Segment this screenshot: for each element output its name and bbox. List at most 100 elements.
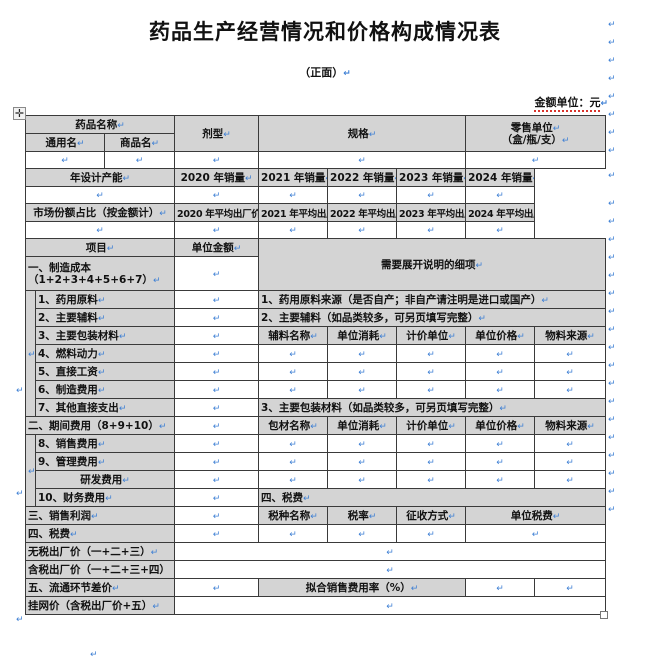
cell-listing-price-label: 挂网价（含税出厂价+五）↵ (24, 596, 176, 615)
input-dosage-form[interactable]: ↵ (174, 151, 260, 169)
input-pkg-consumption-3[interactable]: ↵ (327, 470, 398, 489)
input-pkg-pricing-unit-1[interactable]: ↵ (396, 434, 467, 453)
input-exc-name-2[interactable]: ↵ (258, 362, 329, 381)
input-exc-name-3[interactable]: ↵ (258, 380, 329, 399)
cell-pkg-col-pricing-unit: 计价单位↵ (396, 416, 467, 435)
cell-ex-factory-no-tax-label: 无税出厂价（一+二+三）↵ (24, 542, 176, 561)
cell-sales-profit-label: 三、销售利润↵ (24, 506, 176, 525)
table-row-fuel-power: 4、燃料动力↵ ↵ ↵ ↵ ↵ ↵ ↵ (26, 344, 607, 363)
input-exc-pricing-unit-2[interactable]: ↵ (396, 362, 467, 381)
input-exc-consumption-3[interactable]: ↵ (327, 380, 398, 399)
input-fuel-power[interactable]: ↵ (174, 344, 260, 363)
input-exc-unit-price-1[interactable]: ↵ (465, 344, 536, 363)
input-tax-unit-amount[interactable]: ↵ (465, 524, 607, 543)
input-ex-factory-no-tax[interactable]: ↵ (174, 542, 607, 561)
input-market-share[interactable]: ↵ (24, 221, 176, 239)
input-raw-material[interactable]: ↵ (174, 290, 260, 309)
input-period-expense[interactable]: ↵ (174, 416, 260, 435)
input-pkg-consumption-2[interactable]: ↵ (327, 452, 398, 471)
input-tax-name[interactable]: ↵ (258, 524, 329, 543)
input-exprice-2023[interactable]: ↵ (396, 221, 467, 239)
table-move-handle[interactable]: ✛ (13, 107, 26, 120)
input-direct-wages[interactable]: ↵ (174, 362, 260, 381)
input-pkg-unit-price-1[interactable]: ↵ (465, 434, 536, 453)
input-exc-unit-price-2[interactable]: ↵ (465, 362, 536, 381)
table-row-other-direct-expense: 7、其他直接支出↵ ↵ 3、主要包装材料（如品类较多，可另页填写完整）↵ (26, 398, 607, 417)
table-row-rd-expense: 研发费用↵ ↵ ↵ ↵ ↵ ↵ ↵ (26, 470, 607, 489)
input-pkg-source-1[interactable]: ↵ (534, 434, 607, 453)
cell-tax-fee-label: 四、税费↵ (24, 524, 176, 543)
input-sales-2024[interactable]: ↵ (465, 186, 536, 204)
input-packaging-material[interactable]: ↵ (174, 326, 260, 345)
table-row-sales-profit: 三、销售利润↵ ↵ 税种名称↵ 税率↵ 征收方式↵ 单位税费↵ (24, 506, 607, 525)
cell-pkg-col-consumption: 单位消耗↵ (327, 416, 398, 435)
input-pkg-source-3[interactable]: ↵ (534, 470, 607, 489)
input-sales-2020[interactable]: ↵ (174, 186, 260, 204)
input-pkg-name-3[interactable]: ↵ (258, 470, 329, 489)
indent-mark-cost: ↵ (16, 386, 24, 396)
input-pkg-name-1[interactable]: ↵ (258, 434, 329, 453)
input-rd-expense[interactable]: ↵ (174, 470, 260, 489)
input-sales-expense[interactable]: ↵ (174, 434, 260, 453)
input-exc-source-3[interactable]: ↵ (534, 380, 607, 399)
cell-item-admin-expense: 9、管理费用↵ (34, 452, 176, 471)
input-excipient[interactable]: ↵ (174, 308, 260, 327)
input-pkg-unit-price-3[interactable]: ↵ (465, 470, 536, 489)
input-sales-2021[interactable]: ↵ (258, 186, 329, 204)
input-exc-source-1[interactable]: ↵ (534, 344, 607, 363)
input-exc-consumption-2[interactable]: ↵ (327, 362, 398, 381)
input-fitted-sales-rate[interactable]: ↵ (465, 578, 536, 597)
table-resize-grip[interactable] (600, 611, 608, 619)
cell-pkg-col-source: 物料来源↵ (534, 416, 607, 435)
input-pkg-consumption-1[interactable]: ↵ (327, 434, 398, 453)
input-manufacturing-cost[interactable]: ↵ (174, 256, 260, 291)
input-annual-capacity[interactable]: ↵ (24, 186, 176, 204)
table-row-raw-material: ↵ 1、药用原料↵ ↵ 1、药用原料来源（是否自产；非自产请注明是进口或国产）↵ (25, 290, 607, 417)
cell-exprice-2020: 2020 年平均出厂价 (174, 203, 260, 222)
cell-period-expense-title: 二、期间费用（8+9+10）↵ (24, 416, 176, 435)
table-row-item-header: 项目↵ 单位金额↵ 需要展开说明的细项↵ (24, 238, 607, 291)
input-circulation-extra[interactable]: ↵ (534, 578, 607, 597)
input-listing-price[interactable]: ↵ (174, 596, 607, 615)
input-circulation-margin[interactable]: ↵ (174, 578, 260, 597)
input-exc-unit-price-3[interactable]: ↵ (465, 380, 536, 399)
table-row-listing-price: 挂网价（含税出厂价+五）↵ ↵ (24, 596, 607, 615)
input-pkg-pricing-unit-3[interactable]: ↵ (396, 470, 467, 489)
input-exc-pricing-unit-3[interactable]: ↵ (396, 380, 467, 399)
table-row-manufacturing-expense: 6、制造费用↵ ↵ ↵ ↵ ↵ ↵ ↵ (26, 380, 607, 399)
page-subtitle: （正面）↵ (299, 66, 351, 79)
cell-generic-name: 通用名↵ (25, 133, 105, 152)
input-exc-pricing-unit-1[interactable]: ↵ (396, 344, 467, 363)
input-specification[interactable]: ↵ (258, 151, 467, 169)
input-exprice-2021[interactable]: ↵ (258, 221, 329, 239)
input-pkg-source-2[interactable]: ↵ (534, 452, 607, 471)
input-admin-expense[interactable]: ↵ (174, 452, 260, 471)
input-ex-factory-with-tax[interactable]: ↵ (174, 560, 607, 579)
cell-tax-col-rate: 税率↵ (327, 506, 398, 525)
input-sales-2023[interactable]: ↵ (396, 186, 467, 204)
input-pkg-pricing-unit-2[interactable]: ↵ (396, 452, 467, 471)
input-exprice-2022[interactable]: ↵ (327, 221, 398, 239)
input-generic-name[interactable]: ↵ (25, 151, 105, 169)
input-retail-unit[interactable]: ↵ (465, 151, 607, 169)
input-exprice-2020[interactable]: ↵ (174, 221, 260, 239)
input-exc-source-2[interactable]: ↵ (534, 362, 607, 381)
input-exprice-2024[interactable]: ↵ (465, 221, 536, 239)
table-row-financial-expense: 10、财务费用↵ ↵ 四、税费↵ (26, 488, 607, 507)
cell-trade-name: 商品名↵ (103, 133, 176, 152)
input-trade-name[interactable]: ↵ (103, 151, 176, 169)
cell-tax-col-unit-tax: 单位税费↵ (465, 506, 607, 525)
input-sales-2022[interactable]: ↵ (327, 186, 398, 204)
input-other-direct-expense[interactable]: ↵ (174, 398, 260, 417)
input-financial-expense[interactable]: ↵ (174, 488, 260, 507)
input-manufacturing-expense[interactable]: ↵ (174, 380, 260, 399)
input-exc-consumption-1[interactable]: ↵ (327, 344, 398, 363)
input-exc-name-1[interactable]: ↵ (258, 344, 329, 363)
table-row-period-expense: 二、期间费用（8+9+10）↵ ↵ 包材名称↵ 单位消耗↵ 计价单位↵ 单位价格… (24, 416, 607, 435)
input-tax-method[interactable]: ↵ (396, 524, 467, 543)
input-tax-fee[interactable]: ↵ (174, 524, 260, 543)
input-sales-profit[interactable]: ↵ (174, 506, 260, 525)
input-pkg-name-2[interactable]: ↵ (258, 452, 329, 471)
input-tax-rate[interactable]: ↵ (327, 524, 398, 543)
input-pkg-unit-price-2[interactable]: ↵ (465, 452, 536, 471)
